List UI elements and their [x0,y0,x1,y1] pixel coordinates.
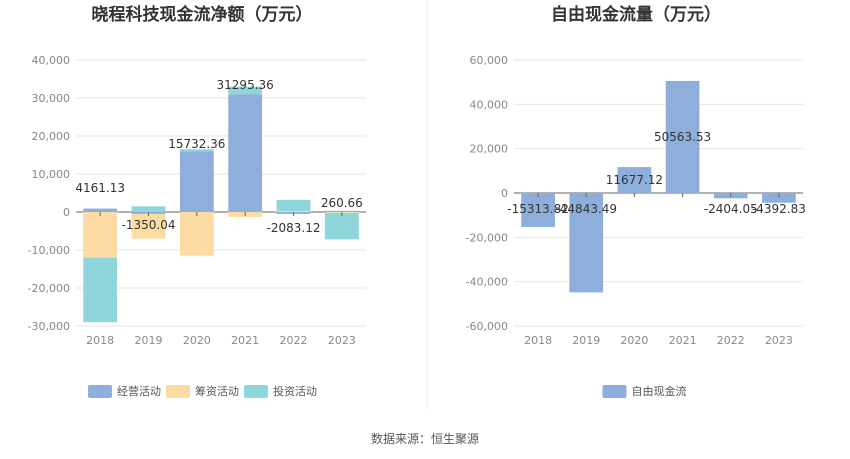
bar-3-2018[interactable] [83,257,118,323]
y-tick-label: -40,000 [466,276,508,289]
y-tick-label: 0 [63,206,70,219]
x-tick-label: 2021 [669,334,697,347]
bar-1-2020[interactable] [617,167,652,193]
bar-3-2021[interactable] [228,86,263,95]
data-label: -1350.04 [122,218,176,232]
legend-swatch-3[interactable] [244,385,268,398]
x-tick-label: 2020 [620,334,648,347]
bar-3-2023[interactable] [324,212,359,240]
free-cash-flow-chart: 自由现金流量（万元） -15313.82-44843.49 11677.12 505… [466,4,806,398]
x-tick-label: 2019 [135,334,163,347]
data-label: 260.66 [321,196,363,210]
x-tick-label: 2022 [280,334,308,347]
x-tick-label: 2021 [231,334,259,347]
y-tick-label: -30,000 [28,320,70,333]
bar-2-2022[interactable] [276,211,311,212]
data-label: 4161.13 [75,181,125,195]
y-tick-label: 0 [501,187,508,200]
bar-1-2023[interactable] [762,193,796,203]
x-tick-label: 2023 [765,334,793,347]
bar-1-2021[interactable] [665,80,700,193]
x-tick-label: 2023 [328,334,356,347]
y-tick-label: 30,000 [32,92,71,105]
legend-label-1[interactable]: 自由现金流 [632,384,687,398]
bar-1-2023[interactable] [324,210,359,212]
y-tick-label: -60,000 [466,320,508,333]
data-label: -2404.05 [704,202,758,216]
data-label: -2083.12 [267,221,321,235]
bar-1-2018[interactable] [83,208,118,212]
bar-3-2019[interactable] [131,206,166,212]
x-tick-label: 2022 [717,334,745,347]
legend-swatch-1[interactable] [88,385,112,398]
y-tick-label: -20,000 [466,231,508,244]
data-label: -15313.82 [507,202,569,216]
chart1-title: 晓程科技现金流净额（万元） [92,4,313,25]
chart2-title: 自由现金流量（万元） [551,4,721,25]
y-tick-label: -10,000 [28,244,70,257]
y-tick-label: 40,000 [470,98,509,111]
data-label: 50563.53 [654,130,711,144]
data-label: -4392.83 [752,202,806,216]
data-label: -44843.49 [555,202,617,216]
bar-1-2018[interactable] [521,193,555,227]
x-tick-label: 2019 [572,334,600,347]
bar-1-2019[interactable] [569,193,604,293]
y-tick-label: -20,000 [28,282,70,295]
bar-2-2018[interactable] [83,212,118,258]
legend-label-2[interactable]: 筹资活动 [195,384,239,398]
data-label: 31295.36 [217,78,274,92]
bar-2-2019[interactable] [131,213,166,239]
y-tick-label: 60,000 [470,54,509,67]
x-tick-label: 2018 [86,334,114,347]
bar-3-2022[interactable] [276,199,311,212]
bar-1-2021[interactable] [228,94,263,212]
bar-1-2020[interactable] [179,151,214,212]
x-tick-label: 2020 [183,334,211,347]
source-label: 数据来源：恒生聚源 [371,431,479,446]
legend-label-3[interactable]: 投资活动 [273,384,317,398]
y-tick-label: 20,000 [470,143,509,156]
legend-swatch-1[interactable] [602,385,627,398]
data-label: 15732.36 [168,137,225,151]
legend-label-1[interactable]: 经营活动 [117,384,161,398]
y-tick-label: 20,000 [32,130,71,143]
y-tick-label: 40,000 [32,54,71,67]
y-tick-label: 10,000 [32,168,71,181]
x-tick-label: 2018 [524,334,552,347]
bar-3-2020[interactable] [179,149,214,152]
legend-swatch-2[interactable] [166,385,190,398]
data-label: 11677.12 [606,173,663,187]
bar-2-2020[interactable] [179,212,214,256]
cash-flow-chart: 晓程科技现金流净额（万元） 4161.13 -1350.04 15732.36 312… [28,4,366,398]
